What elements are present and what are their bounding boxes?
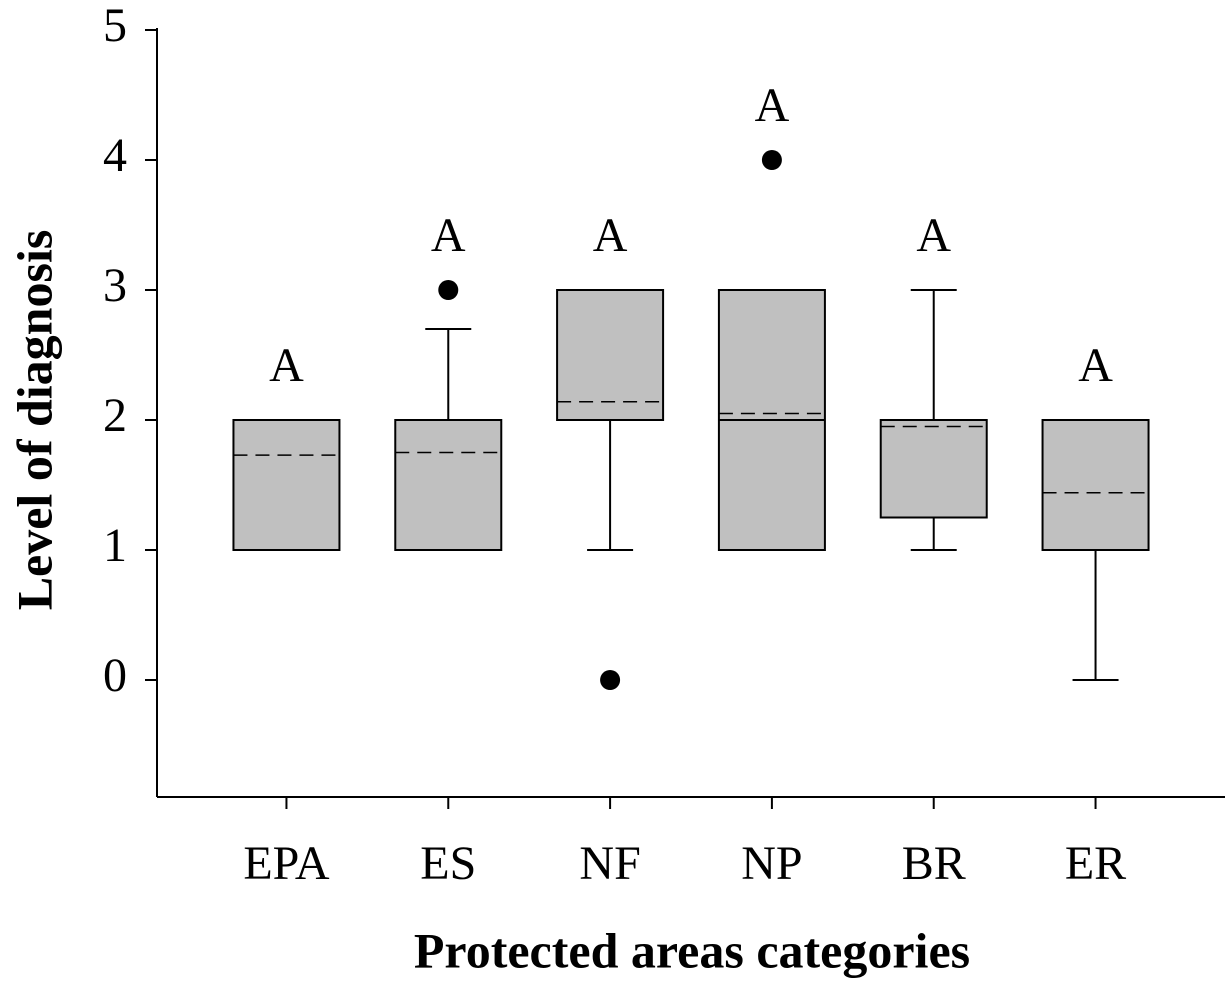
y-tick-label: 1 bbox=[103, 519, 127, 572]
group-letter: A bbox=[269, 339, 304, 392]
outlier bbox=[438, 280, 459, 300]
outlier bbox=[600, 670, 621, 690]
y-tick-label: 4 bbox=[103, 129, 127, 182]
group-letter: A bbox=[916, 209, 951, 262]
x-tick-label: ER bbox=[1065, 837, 1126, 890]
x-tick-label: EPA bbox=[243, 837, 330, 890]
x-axis-title: Protected areas categories bbox=[414, 922, 970, 978]
y-tick-label: 2 bbox=[103, 389, 127, 442]
box bbox=[879, 419, 988, 519]
group-letter: A bbox=[431, 209, 466, 262]
x-tick-label: NF bbox=[579, 837, 640, 890]
group-letter: A bbox=[755, 79, 790, 132]
y-axis-title: Level of diagnosis bbox=[6, 230, 62, 611]
box bbox=[232, 419, 341, 551]
y-tick-label: 0 bbox=[103, 649, 127, 702]
x-tick-label: BR bbox=[902, 837, 966, 890]
group-letter: A bbox=[1078, 339, 1113, 392]
box bbox=[394, 419, 503, 551]
x-tick-label: NP bbox=[741, 837, 802, 890]
box bbox=[1041, 419, 1150, 551]
y-tick-label: 5 bbox=[103, 0, 127, 52]
x-tick-label: ES bbox=[420, 837, 476, 890]
group-letter: A bbox=[593, 209, 628, 262]
box bbox=[556, 289, 665, 421]
y-tick-label: 3 bbox=[103, 259, 127, 312]
outlier bbox=[761, 150, 782, 170]
